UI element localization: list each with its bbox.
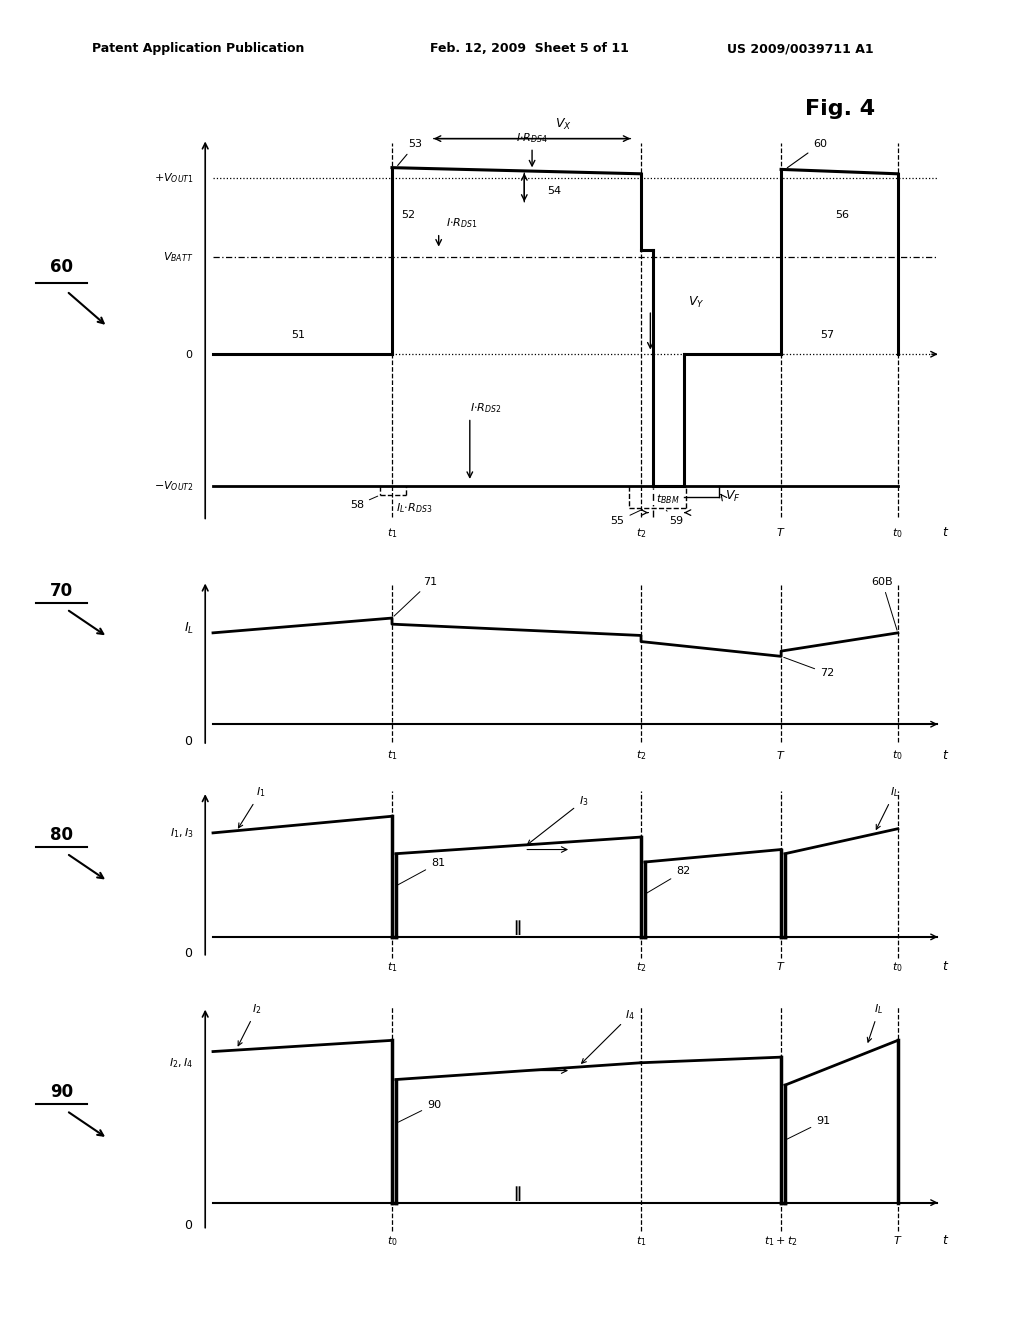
Text: $I_4$: $I_4$ [582,1008,635,1064]
Text: $I_1$: $I_1$ [239,785,265,828]
Text: $t_{BBM}$: $t_{BBM}$ [655,492,679,506]
Text: 71: 71 [394,577,437,616]
Text: 60B: 60B [871,577,897,630]
Text: 90: 90 [50,1084,73,1101]
Text: 81: 81 [396,858,445,886]
Text: 52: 52 [401,210,416,220]
Text: Fig. 4: Fig. 4 [805,99,874,119]
Text: $t_0$: $t_0$ [893,748,903,763]
Text: 60: 60 [50,259,73,276]
Text: $\mathbf{\parallel}$: $\mathbf{\parallel}$ [511,917,522,937]
Text: $I{\cdot}R_{DS1}$: $I{\cdot}R_{DS1}$ [446,216,478,231]
Text: $t_2$: $t_2$ [636,525,646,540]
Text: 60: 60 [787,140,827,168]
Text: $0$: $0$ [184,946,194,960]
Text: 58: 58 [350,496,378,511]
Text: $t_1$: $t_1$ [387,748,397,763]
Text: 72: 72 [783,657,835,678]
Text: $t_0$: $t_0$ [893,525,903,540]
Text: $t_1$: $t_1$ [387,960,397,974]
Text: 82: 82 [645,866,690,894]
Text: $0$: $0$ [184,735,194,748]
Text: $t_1+t_2$: $t_1+t_2$ [764,1234,798,1247]
Text: $V_X$: $V_X$ [555,117,571,132]
Text: $t_0$: $t_0$ [387,1234,397,1247]
Text: $+V_{OUT1}$: $+V_{OUT1}$ [154,172,194,185]
Text: $I_L$: $I_L$ [877,785,899,829]
Text: $0$: $0$ [184,1218,194,1232]
Text: 57: 57 [820,330,835,341]
Text: $t_2$: $t_2$ [636,960,646,974]
Text: $-V_{OUT2}$: $-V_{OUT2}$ [154,479,194,494]
Text: 53: 53 [397,140,422,165]
Text: $0$: $0$ [185,348,194,360]
Text: $I{\cdot}R_{DS2}$: $I{\cdot}R_{DS2}$ [470,401,502,416]
Text: $V_F$: $V_F$ [725,490,740,504]
Text: $V_Y$: $V_Y$ [688,294,705,310]
Text: $I_L$: $I_L$ [867,1002,884,1043]
Text: 51: 51 [291,330,305,341]
Text: $t$: $t$ [942,1234,949,1247]
Text: $T$: $T$ [893,1234,902,1246]
Text: 91: 91 [785,1117,830,1140]
Text: $V_{BATT}$: $V_{BATT}$ [163,251,194,264]
Text: 80: 80 [50,826,73,843]
Text: $\mathbf{\parallel}$: $\mathbf{\parallel}$ [511,1184,522,1203]
Text: US 2009/0039711 A1: US 2009/0039711 A1 [727,42,873,55]
Text: 59: 59 [667,511,683,527]
Text: Patent Application Publication: Patent Application Publication [92,42,304,55]
Text: $T$: $T$ [776,525,785,537]
Text: $t_1$: $t_1$ [636,1234,646,1247]
Text: $t_0$: $t_0$ [893,960,903,974]
Text: $t$: $t$ [942,960,949,973]
Text: $t$: $t$ [942,748,949,762]
Text: 90: 90 [396,1100,441,1123]
Text: 70: 70 [50,582,73,599]
Text: $t_1$: $t_1$ [387,525,397,540]
Text: $I_3$: $I_3$ [527,793,589,845]
Text: 55: 55 [610,510,642,527]
Text: $I_1, I_3$: $I_1, I_3$ [170,826,194,840]
Text: $I{\cdot}R_{DS4}$: $I{\cdot}R_{DS4}$ [516,132,548,145]
Text: $T$: $T$ [776,960,785,973]
Text: $I_L$: $I_L$ [183,620,194,636]
Text: Feb. 12, 2009  Sheet 5 of 11: Feb. 12, 2009 Sheet 5 of 11 [430,42,629,55]
Text: $t_2$: $t_2$ [636,748,646,763]
Text: $t$: $t$ [942,525,949,539]
Text: $I_L{\cdot}R_{DS3}$: $I_L{\cdot}R_{DS3}$ [396,500,432,515]
Text: $I_2$: $I_2$ [239,1002,261,1045]
Text: $I_2, I_4$: $I_2, I_4$ [169,1056,194,1069]
Text: $T$: $T$ [776,748,785,760]
Text: 54: 54 [548,186,562,197]
Text: 56: 56 [836,210,850,220]
